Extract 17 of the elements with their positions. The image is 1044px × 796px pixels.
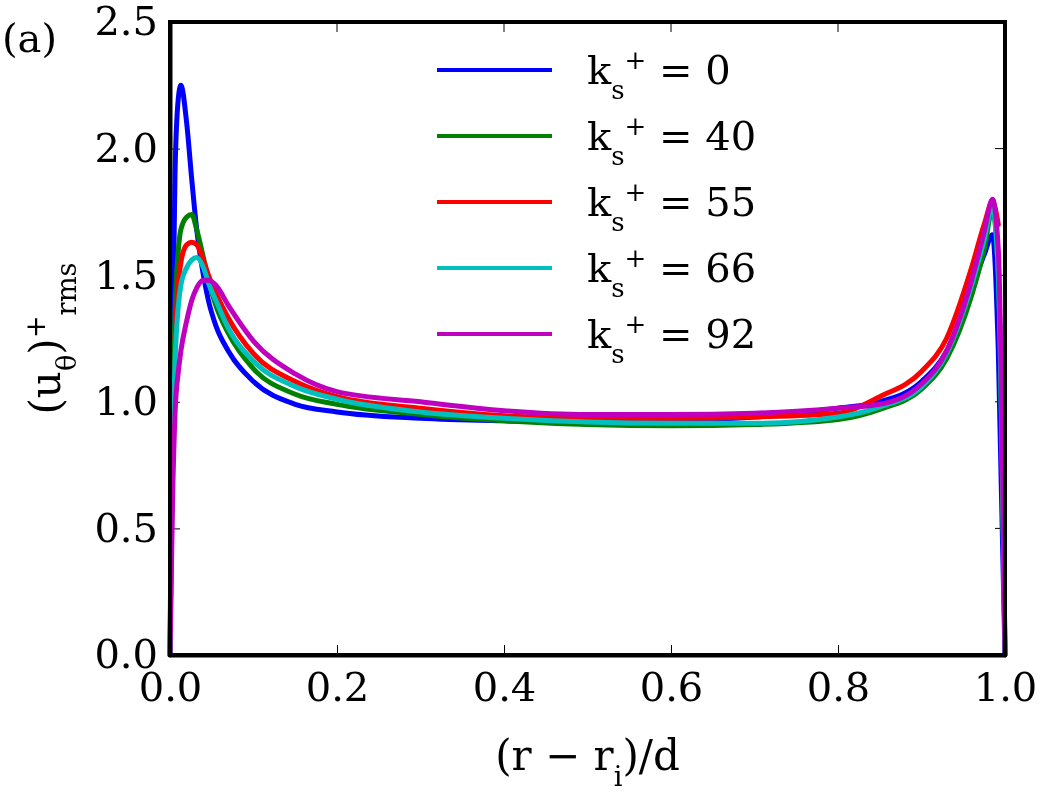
- text: (a): [2, 15, 58, 61]
- legend-label: k$_{s}$$^{+}$ = 0: [587, 45, 731, 105]
- legend-label: k$_{s}$$^{+}$ = 92: [587, 309, 757, 369]
- y-tick-label: 2.5: [94, 0, 158, 45]
- x-tick-label: 0.4: [472, 664, 537, 711]
- y-tick-label: 1.0: [94, 378, 158, 425]
- y-tick-label: 0.5: [94, 504, 158, 551]
- x-tick-label: 0.6: [639, 664, 704, 711]
- legend-label: k$_{s}$$^{+}$ = 66: [587, 243, 757, 303]
- x-tick-label: 0.2: [305, 664, 370, 711]
- x-axis-title: (r − r$_{i}$)/d: [495, 731, 680, 792]
- x-tick-label: 0.8: [806, 664, 871, 711]
- x-tick-label: 1.0: [973, 664, 1038, 711]
- y-tick-label: 1.5: [94, 251, 158, 298]
- legend-label: k$_{s}$$^{+}$ = 40: [587, 111, 757, 171]
- y-tick-label: 2.0: [94, 124, 158, 171]
- legend-label: k$_{s}$$^{+}$ = 55: [587, 177, 757, 237]
